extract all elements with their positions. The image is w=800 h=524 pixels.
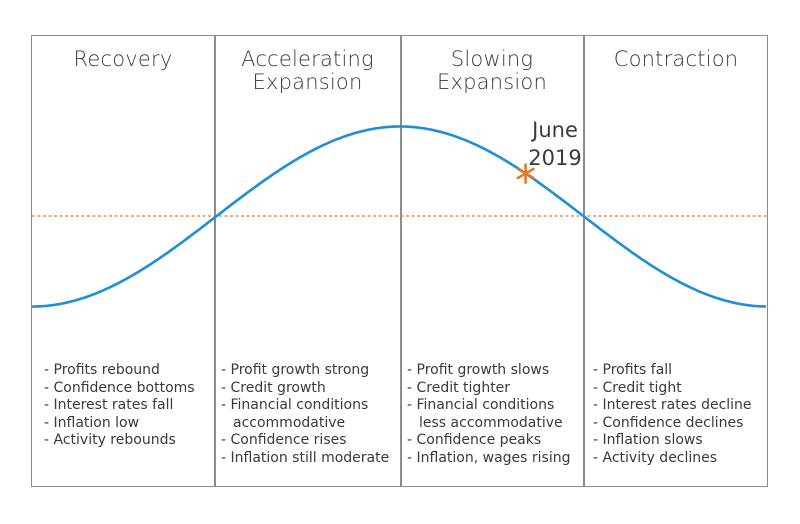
phase-divider [214, 35, 216, 487]
phase-divider [400, 35, 402, 487]
list-item: - Credit tight [593, 379, 682, 396]
marker-label: June 2019 [520, 116, 590, 172]
marker-star-stroke [516, 167, 535, 180]
phase-bullets-contraction: - Profits fall - Credit tight - Interest… [593, 362, 752, 467]
list-item: - Credit tighter [407, 379, 511, 396]
list-item: - Financial conditions less accommodative [407, 397, 563, 431]
list-item: - Profit growth slows [407, 362, 550, 378]
phase-title-accelerating-expansion: Accelerating Expansion [215, 48, 400, 94]
list-item: - Financial conditions accommodative [221, 397, 369, 431]
list-item: - Interest rates fall [44, 397, 174, 413]
list-item: - Inflation still moderate [221, 449, 390, 466]
phase-title-slowing-expansion: Slowing Expansion [401, 48, 583, 94]
phase-bullets-slowing-expansion: - Profit growth slows - Credit tighter -… [407, 362, 570, 467]
phase-title-line: Contraction [613, 47, 739, 71]
marker-label-year: 2019 [528, 146, 582, 170]
list-item: - Inflation slows [593, 432, 703, 448]
phase-title-line: Accelerating [241, 47, 374, 71]
phase-divider [583, 35, 585, 487]
phase-title-line: Expansion [437, 70, 547, 94]
phase-title-line: Recovery [73, 47, 173, 71]
phase-title-line: Slowing [450, 47, 534, 71]
list-item: - Profits rebound [44, 362, 160, 378]
list-item: - Confidence peaks [407, 432, 542, 448]
june-2019-marker [516, 163, 535, 184]
list-item: - Profits fall [593, 362, 673, 378]
phase-title-line: Expansion [252, 70, 363, 94]
cycle-diagram-frame [31, 35, 768, 487]
phase-title-recovery: Recovery [32, 48, 214, 71]
list-item: - Interest rates decline [593, 397, 752, 413]
list-item: - Confidence rises [221, 432, 347, 448]
list-item: - Profit growth strong [221, 362, 370, 378]
list-item: - Inflation low [44, 414, 140, 431]
list-item: - Activity rebounds [44, 432, 176, 448]
business-cycle-curve [32, 125, 767, 308]
list-item: - Confidence declines [593, 414, 744, 431]
marker-label-month: June [532, 118, 578, 142]
phase-bullets-accelerating-expansion: - Profit growth strong - Credit growth -… [221, 362, 389, 467]
list-item: - Inflation, wages rising [407, 449, 571, 466]
list-item: - Activity declines [593, 449, 718, 466]
list-item: - Confidence bottoms [44, 379, 195, 396]
list-item: - Credit growth [221, 379, 326, 396]
phase-bullets-recovery: - Profits rebound - Confidence bottoms -… [44, 362, 195, 450]
phase-title-contraction: Contraction [584, 48, 768, 71]
